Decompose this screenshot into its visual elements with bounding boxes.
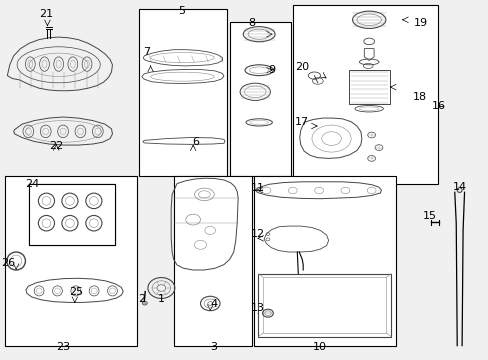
Text: 10: 10 xyxy=(313,342,326,352)
Text: 4: 4 xyxy=(210,299,217,309)
Bar xyxy=(254,176,395,346)
Bar xyxy=(173,176,251,346)
Bar xyxy=(5,176,137,346)
Text: 13: 13 xyxy=(250,303,264,313)
Bar xyxy=(348,70,389,104)
Text: 17: 17 xyxy=(295,117,308,127)
Text: 18: 18 xyxy=(412,92,426,102)
Text: 1: 1 xyxy=(158,294,164,304)
Text: 15: 15 xyxy=(422,211,435,221)
Text: 14: 14 xyxy=(452,182,466,192)
Bar xyxy=(29,184,115,245)
Text: 3: 3 xyxy=(210,342,217,352)
Text: 9: 9 xyxy=(267,65,274,75)
Text: 22: 22 xyxy=(49,141,63,151)
Bar xyxy=(229,22,290,176)
Text: 20: 20 xyxy=(295,62,308,72)
Bar xyxy=(29,184,115,245)
Text: 25: 25 xyxy=(69,287,82,297)
Bar xyxy=(293,5,437,184)
Text: 12: 12 xyxy=(250,229,264,239)
Text: 19: 19 xyxy=(413,18,427,28)
Text: 2: 2 xyxy=(138,294,145,304)
Text: 23: 23 xyxy=(57,342,70,352)
Bar xyxy=(139,9,227,176)
Text: 24: 24 xyxy=(24,179,39,189)
Text: 7: 7 xyxy=(143,47,150,57)
Text: 11: 11 xyxy=(250,183,264,193)
Bar xyxy=(258,274,390,337)
Text: 16: 16 xyxy=(431,101,445,111)
Bar xyxy=(263,277,386,333)
Text: 21: 21 xyxy=(40,9,53,19)
Text: 6: 6 xyxy=(192,137,199,147)
Text: 26: 26 xyxy=(1,258,15,268)
Text: 5: 5 xyxy=(178,6,185,16)
Text: 8: 8 xyxy=(248,18,255,28)
